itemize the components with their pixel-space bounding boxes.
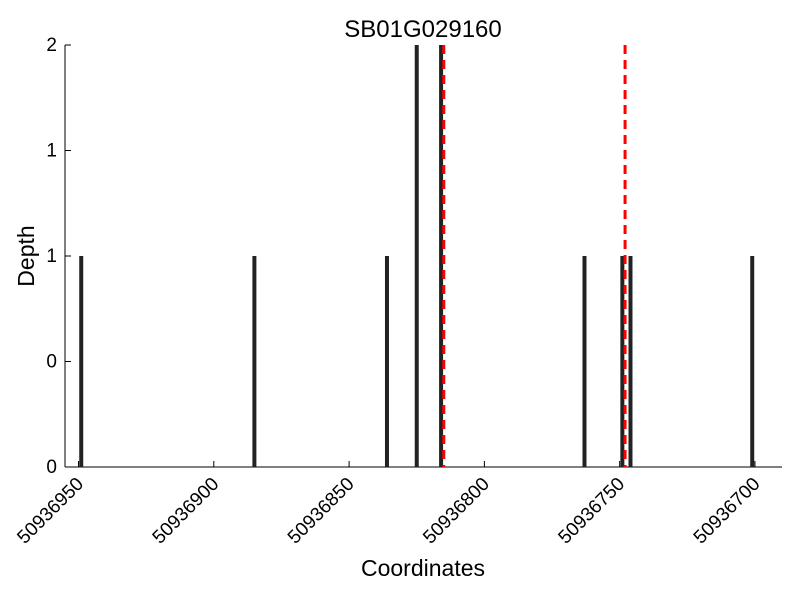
x-tick-label: 50936800 (419, 474, 494, 549)
depth-bar (384, 256, 389, 467)
x-axis-label: Coordinates (361, 555, 485, 581)
x-tick-label: 50936700 (690, 474, 765, 549)
bars (79, 45, 755, 467)
depth-bar (582, 256, 587, 467)
depth-bar (252, 256, 257, 467)
y-tick-label: 1 (46, 141, 57, 162)
y-tick-label: 0 (46, 457, 57, 478)
depth-bar (79, 256, 84, 467)
x-tick-label: 50936750 (555, 474, 630, 549)
reference-lines (442, 45, 627, 467)
y-tick-label: 1 (46, 246, 57, 267)
y-tick-label: 2 (46, 35, 57, 56)
axes (64, 45, 782, 468)
y-tick-label: 0 (46, 352, 57, 373)
depth-bar (628, 256, 633, 467)
x-tick-label: 50936950 (13, 474, 88, 549)
depth-bar (439, 45, 444, 467)
depth-bar (414, 45, 419, 467)
chart-title: SB01G029160 (344, 16, 501, 43)
depth-bar (620, 256, 625, 467)
x-tick-label: 50936900 (149, 474, 224, 549)
y-axis-label: Depth (13, 225, 39, 286)
x-tick-label: 50936850 (284, 474, 359, 549)
depth-bar (750, 256, 755, 467)
